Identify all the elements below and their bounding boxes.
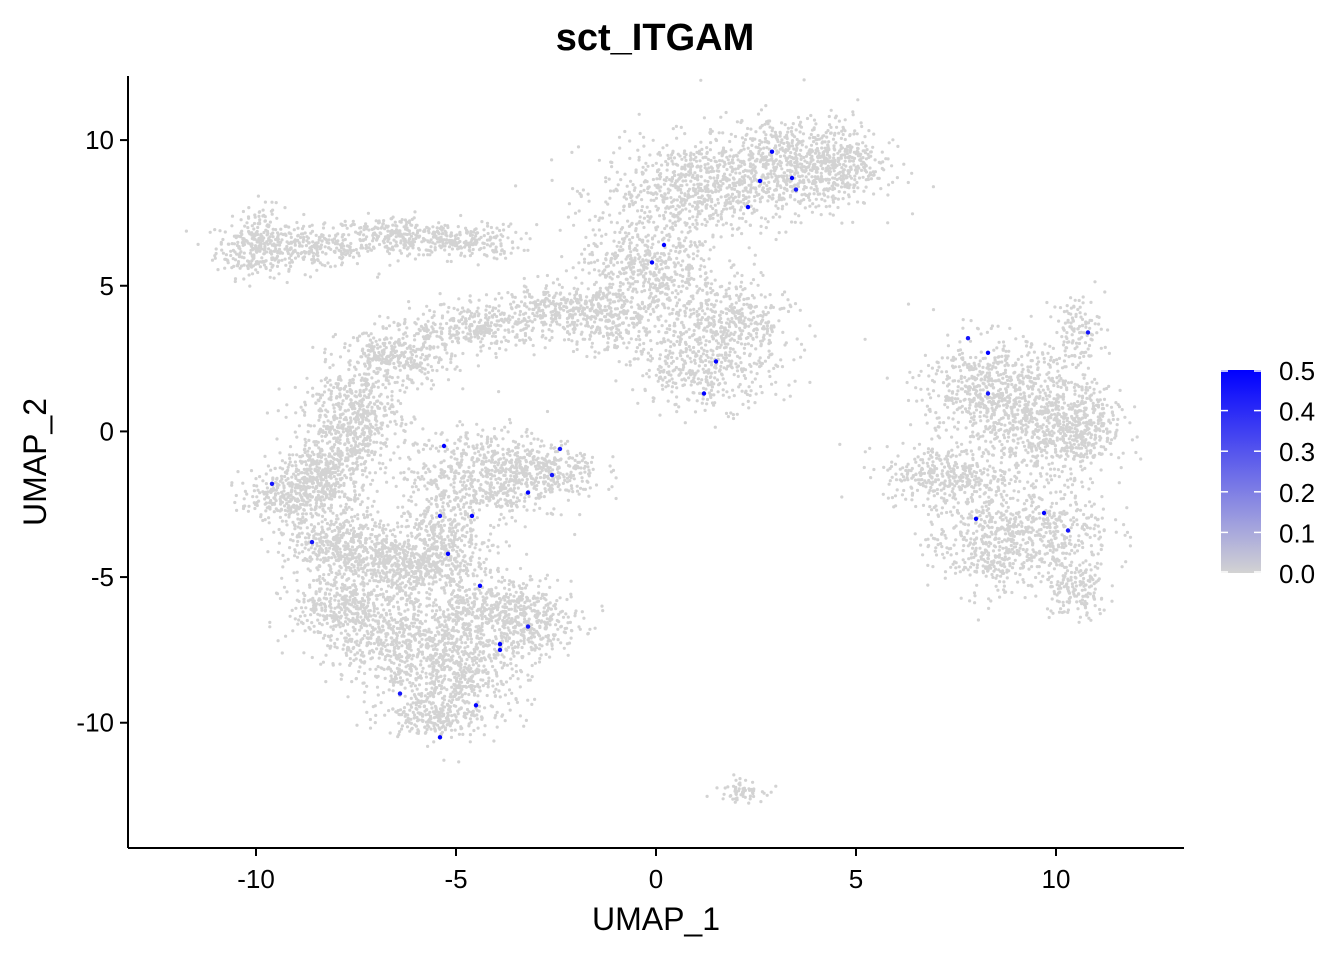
expressing-cell-point bbox=[965, 336, 971, 341]
expressing-cell-point bbox=[793, 187, 799, 192]
expressing-cell-point bbox=[1065, 528, 1071, 533]
x-tick-label: -10 bbox=[237, 864, 275, 894]
color-legend: 0.0 0.1 0.2 0.3 0.4 0.5 bbox=[1221, 356, 1315, 589]
legend-tick-label: 0.3 bbox=[1279, 437, 1315, 467]
legend-tick-label: 0.1 bbox=[1279, 518, 1315, 548]
y-tick-label: 0 bbox=[100, 416, 114, 446]
y-tick-label: 5 bbox=[100, 271, 114, 301]
expressing-cell-point bbox=[469, 513, 475, 519]
expressing-cell-point bbox=[649, 260, 655, 265]
expressing-cell-point bbox=[549, 472, 555, 478]
expressing-cell-point bbox=[973, 516, 979, 521]
expressing-cell-point bbox=[769, 149, 775, 154]
background-cells bbox=[184, 78, 1143, 805]
expressing-cell-point bbox=[789, 175, 795, 181]
expressing-cell-point bbox=[1041, 510, 1047, 516]
legend-tick-label: 0.2 bbox=[1279, 478, 1315, 508]
y-tick-label: 10 bbox=[85, 125, 114, 155]
expressing-cell-point bbox=[661, 242, 667, 248]
y-tick-label: -5 bbox=[91, 562, 114, 592]
x-tick-label: 0 bbox=[649, 864, 663, 894]
expressing-cell-point bbox=[445, 551, 451, 556]
expressing-cell-point bbox=[557, 446, 563, 452]
expressing-cell-point bbox=[985, 350, 991, 355]
x-tick-label: -5 bbox=[444, 864, 467, 894]
expressing-cell-point bbox=[477, 583, 483, 588]
legend-ticks: 0.0 0.1 0.2 0.3 0.4 0.5 bbox=[1221, 356, 1315, 589]
expressing-cell-point bbox=[1085, 330, 1091, 335]
x-tick-label: 5 bbox=[849, 864, 863, 894]
expressing-cell-point bbox=[437, 735, 443, 740]
expressing-cell-point bbox=[701, 391, 707, 396]
legend-tick-label: 0.4 bbox=[1279, 397, 1315, 427]
expressing-cell-point bbox=[713, 359, 719, 364]
y-ticks: -10 -5 0 5 10 bbox=[76, 125, 128, 738]
legend-colorbar bbox=[1221, 370, 1261, 573]
x-tick-label: 10 bbox=[1042, 864, 1071, 894]
expressing-cell-point bbox=[525, 624, 531, 629]
y-tick-label: -10 bbox=[76, 708, 114, 738]
expressing-cell-point bbox=[269, 481, 275, 486]
expressing-cell-point bbox=[441, 443, 447, 449]
expressing-cell-point bbox=[745, 204, 751, 210]
expressing-cell-point bbox=[473, 703, 479, 708]
expressing-cell-point bbox=[309, 539, 315, 545]
expressing-cell-point bbox=[525, 490, 531, 495]
legend-tick-label: 0.5 bbox=[1279, 356, 1315, 386]
expressing-cell-point bbox=[757, 178, 763, 184]
chart-title: sct_ITGAM bbox=[556, 17, 754, 59]
x-ticks: -10 -5 0 5 10 bbox=[237, 848, 1070, 894]
expressing-cell-point bbox=[497, 641, 503, 647]
expressing-cell-point bbox=[985, 391, 991, 396]
x-axis-title: UMAP_1 bbox=[592, 901, 720, 937]
expressing-cells bbox=[269, 149, 1091, 740]
expressing-cell-point bbox=[437, 513, 443, 519]
expressing-cell-point bbox=[397, 691, 403, 696]
expressing-cell-point bbox=[497, 647, 503, 653]
legend-tick-label: 0.0 bbox=[1279, 559, 1315, 589]
y-axis-title: UMAP_2 bbox=[17, 398, 53, 526]
